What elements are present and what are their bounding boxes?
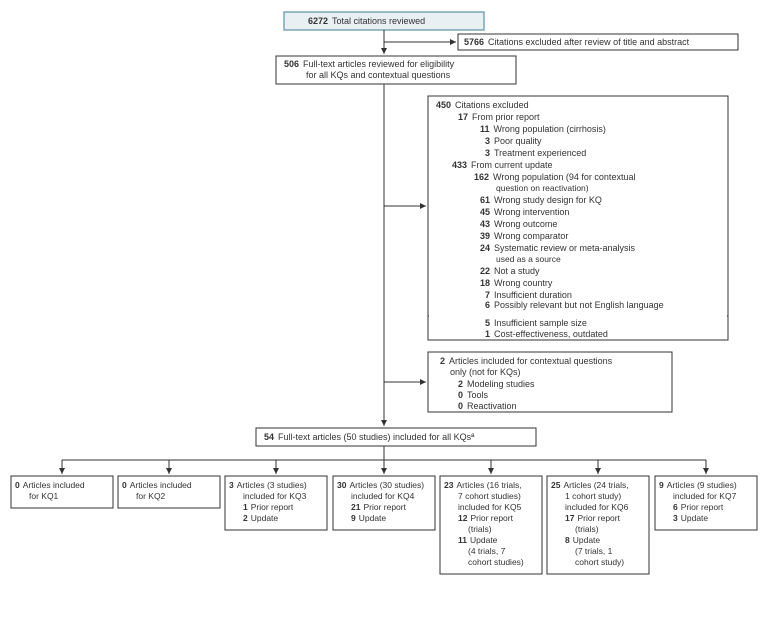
svg-text:506Full-text articles reviewed: 506 Full-text articles reviewed for eligi… bbox=[284, 59, 455, 69]
svg-text:11Wrong population (cirrhosis): 11Wrong population (cirrhosis) bbox=[480, 124, 606, 134]
label-fulltext2: for all KQs and contextual questions bbox=[306, 70, 451, 80]
svg-text:23Articles (16 trials,: 23Articles (16 trials, bbox=[444, 480, 522, 490]
svg-text:(7 trials, 1: (7 trials, 1 bbox=[575, 546, 613, 556]
svg-text:included for KQ7: included for KQ7 bbox=[673, 491, 737, 501]
svg-text:question on reactivation): question on reactivation) bbox=[496, 183, 589, 193]
svg-text:0Reactivation: 0Reactivation bbox=[458, 401, 517, 411]
svg-text:162Wrong population (94 for co: 162Wrong population (94 for contextual bbox=[474, 172, 635, 182]
svg-text:(trials): (trials) bbox=[468, 524, 492, 534]
svg-text:0Tools: 0Tools bbox=[458, 390, 489, 400]
svg-text:3Poor quality: 3Poor quality bbox=[485, 136, 542, 146]
svg-text:included for KQ6: included for KQ6 bbox=[565, 502, 629, 512]
svg-text:21Prior report: 21Prior report bbox=[351, 502, 407, 512]
svg-text:61Wrong study design for KQ: 61Wrong study design for KQ bbox=[480, 195, 602, 205]
svg-text:54Full-text articles (50 studi: 54Full-text articles (50 studies) includ… bbox=[264, 432, 475, 442]
svg-text:0Articles included: 0Articles included bbox=[122, 480, 192, 490]
svg-text:6272Total citations reviewed: 6272 Total citations reviewed bbox=[308, 16, 425, 26]
svg-text:cohort studies): cohort studies) bbox=[468, 557, 524, 567]
svg-text:included for KQ4: included for KQ4 bbox=[351, 491, 415, 501]
svg-text:for KQ1: for KQ1 bbox=[29, 491, 59, 501]
n-total: 6272 bbox=[308, 16, 328, 26]
svg-text:3Articles (3 studies): 3Articles (3 studies) bbox=[229, 480, 307, 490]
svg-text:1 cohort study): 1 cohort study) bbox=[565, 491, 621, 501]
svg-text:25Articles (24 trials,: 25Articles (24 trials, bbox=[551, 480, 629, 490]
svg-text:30Articles (30 studies): 30Articles (30 studies) bbox=[337, 480, 424, 490]
svg-text:22Not a study: 22Not a study bbox=[480, 266, 540, 276]
svg-text:6Possibly relevant but not Eng: 6Possibly relevant but not English langu… bbox=[485, 300, 664, 310]
svg-text:2Articles included for context: 2Articles included for contextual questi… bbox=[440, 356, 613, 366]
svg-text:included for KQ3: included for KQ3 bbox=[243, 491, 307, 501]
svg-text:included for KQ5: included for KQ5 bbox=[458, 502, 522, 512]
svg-text:3Treatment experienced: 3Treatment experienced bbox=[485, 148, 586, 158]
svg-text:6Prior report: 6Prior report bbox=[673, 502, 724, 512]
svg-text:9Articles (9 studies): 9Articles (9 studies) bbox=[659, 480, 737, 490]
label-fulltext1: Full-text articles reviewed for eligibil… bbox=[303, 59, 455, 69]
svg-text:12Prior report: 12Prior report bbox=[458, 513, 514, 523]
svg-text:450Citations excluded: 450Citations excluded bbox=[436, 100, 529, 110]
svg-text:5Insufficient sample size: 5Insufficient sample size bbox=[485, 318, 587, 328]
svg-text:7Insufficient duration: 7Insufficient duration bbox=[485, 290, 572, 300]
svg-text:only (not for KQs): only (not for KQs) bbox=[450, 367, 521, 377]
label-total: Total citations reviewed bbox=[332, 16, 425, 26]
prisma-flowchart: 6272 Total citations reviewed 5766 Citatio… bbox=[8, 8, 760, 630]
kq-arrows bbox=[62, 460, 706, 474]
svg-text:17Prior report: 17Prior report bbox=[565, 513, 621, 523]
svg-text:39Wrong comparator: 39Wrong comparator bbox=[480, 231, 568, 241]
svg-text:used as a source: used as a source bbox=[496, 254, 561, 264]
svg-text:cohort study): cohort study) bbox=[575, 557, 624, 567]
kq-boxes: 0Articles includedfor KQ10Articles inclu… bbox=[11, 476, 757, 574]
n-excl1: 5766 bbox=[464, 37, 484, 47]
svg-text:2Modeling studies: 2Modeling studies bbox=[458, 379, 535, 389]
svg-text:11Update: 11Update bbox=[458, 535, 498, 545]
svg-text:1Prior report: 1Prior report bbox=[243, 502, 294, 512]
label-excl1: Citations excluded after review of title… bbox=[488, 37, 690, 47]
svg-text:7 cohort studies): 7 cohort studies) bbox=[458, 491, 521, 501]
svg-text:5766Citations excluded after r: 5766 Citations excluded after review of t… bbox=[464, 37, 690, 47]
svg-text:(4 trials, 7: (4 trials, 7 bbox=[468, 546, 506, 556]
svg-text:24Systematic review or meta-an: 24Systematic review or meta-analysis bbox=[480, 243, 636, 253]
svg-text:1Cost-effectiveness, outdated: 1Cost-effectiveness, outdated bbox=[485, 329, 608, 339]
svg-text:0Articles included: 0Articles included bbox=[15, 480, 85, 490]
svg-text:45Wrong intervention: 45Wrong intervention bbox=[480, 207, 569, 217]
n-fulltext: 506 bbox=[284, 59, 299, 69]
svg-text:for KQ2: for KQ2 bbox=[136, 491, 166, 501]
svg-text:(trials): (trials) bbox=[575, 524, 599, 534]
